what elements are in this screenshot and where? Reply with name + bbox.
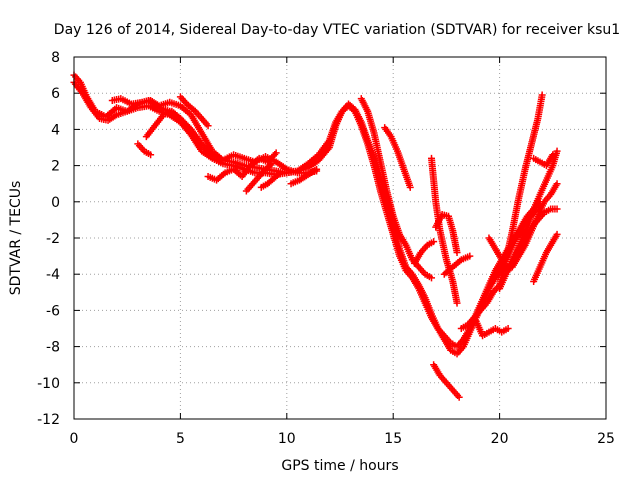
y-tick-label: -2 [46, 231, 60, 247]
data-point [553, 230, 561, 238]
data-point [549, 151, 557, 159]
data-point [272, 149, 280, 157]
y-tick-label: -12 [37, 412, 60, 428]
data-point [455, 393, 463, 401]
y-axis-label: SDTVAR / TECUs [8, 181, 24, 296]
data-point [185, 125, 193, 133]
grid-lines [74, 57, 606, 419]
y-tick-label: -10 [37, 376, 60, 392]
data-point [276, 169, 284, 177]
data-point [147, 151, 155, 159]
y-tick-label: -8 [46, 340, 60, 356]
data-point [553, 147, 561, 155]
data-point [268, 160, 276, 168]
x-tick-label: 20 [491, 431, 509, 447]
x-axis-label: GPS time / hours [281, 458, 398, 474]
chart-title: Day 126 of 2014, Sidereal Day-to-day VTE… [54, 22, 620, 38]
x-tick-label: 10 [278, 431, 296, 447]
x-tick-label: 0 [70, 431, 79, 447]
data-point [430, 238, 438, 246]
x-tick-label: 15 [384, 431, 402, 447]
y-tick-label: 8 [51, 50, 60, 66]
y-tick-label: 4 [51, 122, 60, 138]
y-tick-label: -4 [46, 267, 60, 283]
data-point [271, 150, 279, 158]
data-point [504, 325, 512, 332]
y-tick-label: 6 [51, 86, 60, 102]
data-point [204, 122, 212, 130]
data-point [538, 91, 546, 99]
data-point [313, 165, 321, 173]
x-tick-label: 5 [176, 431, 185, 447]
y-tick-label: -6 [46, 303, 60, 319]
data-point [553, 205, 561, 213]
x-tick-label: 25 [597, 431, 615, 447]
axis-ticks: 0 5 10 15 20 25 -12 -10 -8 -6 -4 -2 0 2 4 6 8 [37, 50, 615, 447]
data-point [453, 299, 461, 307]
data-point [406, 183, 414, 191]
y-tick-label: 2 [51, 159, 60, 175]
data-point [553, 180, 561, 188]
plot-frame [73, 56, 607, 420]
y-tick-label: 0 [51, 195, 60, 211]
data-points [70, 71, 561, 401]
data-point [453, 248, 461, 256]
data-point [428, 274, 436, 282]
data-point [466, 252, 474, 260]
